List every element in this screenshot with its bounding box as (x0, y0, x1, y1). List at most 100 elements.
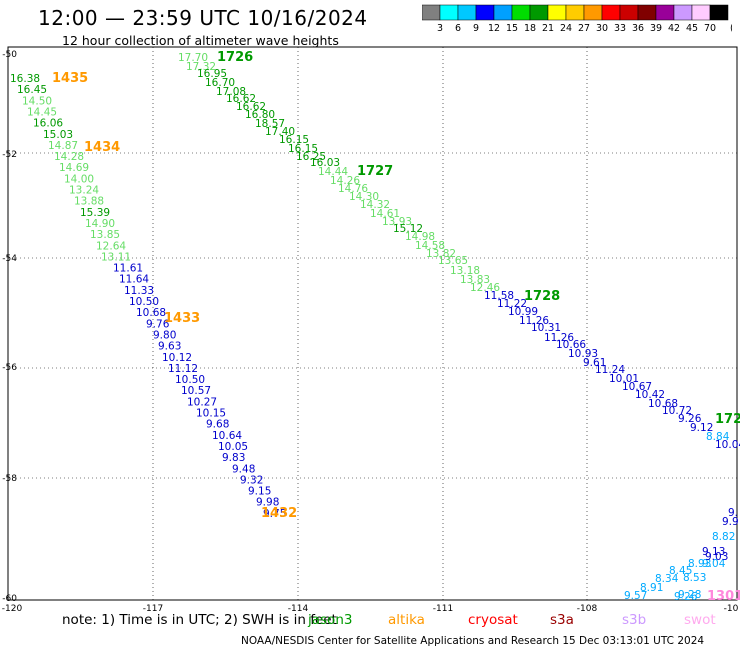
wave-height-value: 9.76 (146, 318, 170, 330)
wave-height-value: 9.03 (705, 551, 728, 563)
wave-height-value: 9.80 (153, 329, 176, 341)
color-scale-tick: 18 (524, 23, 536, 34)
wave-height-value: 8.84 (706, 431, 730, 443)
wave-height-value: 10.50 (129, 296, 159, 308)
color-scale-tick: 36 (632, 23, 644, 34)
latitude-tick-label: -50 (2, 50, 17, 60)
wave-height-value: 9. (728, 507, 738, 519)
color-scale-tick: 42 (668, 23, 680, 34)
wave-height-value: 13.88 (74, 196, 104, 208)
wave-height-value: 14.90 (85, 218, 115, 230)
wave-height-value: 10.57 (181, 385, 211, 397)
longitude-tick-label: -117 (143, 604, 163, 614)
longitude-tick-label: -111 (433, 604, 453, 614)
pass-number-label: 1433 (164, 311, 200, 326)
satellite-legend-jason3: jason3 (308, 612, 353, 628)
wave-height-value: 9.26 (678, 413, 702, 425)
wave-height-value: 12.64 (96, 240, 126, 252)
color-scale-tick: 45 (686, 23, 698, 34)
wave-height-value: 10.27 (187, 396, 217, 408)
wave-height-value: 13.18 (450, 265, 480, 277)
latitude-tick-label: -60 (2, 594, 17, 604)
wave-height-value: 9.61 (583, 357, 606, 369)
wave-height-value: 8.53 (683, 572, 706, 584)
wave-height-value: 8.82 (712, 531, 735, 543)
wave-height-value: 8.91 (640, 582, 663, 594)
pass-number-label: 1728 (524, 289, 560, 304)
wave-height-value: 10.05 (218, 441, 248, 453)
footer-note: note: 1) Time is in UTC; 2) SWH is in fe… (62, 612, 337, 628)
wave-height-value: 9.13 (702, 546, 725, 558)
wave-height-value: 9.68 (206, 419, 229, 431)
color-scale-unit: (ft) (730, 23, 732, 34)
wave-height-value: 16.38 (10, 73, 40, 85)
color-scale-tick: 3 (437, 23, 443, 34)
wave-height-value: 13.65 (438, 255, 468, 267)
wave-height-value: 14.76 (338, 183, 368, 195)
color-scale-tick: 33 (614, 23, 626, 34)
wave-height-value: 16.03 (310, 157, 340, 169)
wave-height-value: 10.66 (556, 339, 586, 351)
wave-height-value: 12.46 (470, 282, 500, 294)
wave-height-value: 10.42 (635, 389, 665, 401)
wave-height-value: 11.26 (519, 315, 549, 327)
pass-number-label: 1435 (52, 71, 88, 86)
wave-height-value: 17.70 (178, 52, 208, 64)
wave-height-value: 10.31 (531, 322, 561, 334)
wave-height-value: 14.32 (360, 199, 390, 211)
wave-height-value: 10.99 (508, 306, 538, 318)
color-scale-tick: 12 (488, 23, 500, 34)
wave-height-value: 8.34 (655, 573, 679, 585)
wave-height-value: 14.58 (415, 240, 445, 252)
satellite-legend-swot: swot (684, 612, 716, 628)
wave-height-value: 9.28 (678, 589, 701, 601)
wave-height-value: 16.25 (296, 151, 326, 163)
longitude-tick-label: -108 (577, 604, 598, 614)
pass-number-label: 1727 (357, 164, 393, 179)
wave-height-value: 13.93 (382, 216, 412, 228)
wave-height-value: 10.68 (136, 307, 166, 319)
color-scale-tick: 39 (650, 23, 662, 34)
wave-height-value: 16.15 (279, 134, 309, 146)
wave-height-value: 16.06 (33, 118, 63, 130)
wave-height-value: 13.11 (101, 251, 131, 263)
pass-number-label: 172 (715, 412, 740, 427)
wave-height-value: 10.64 (212, 430, 242, 442)
page-subtitle: 12 hour collection of altimeter wave hei… (62, 33, 339, 48)
wave-height-value: 10.15 (196, 408, 226, 420)
wave-height-value: 10.67 (622, 381, 652, 393)
wave-height-value: 9.9 (722, 516, 739, 528)
wave-height-value: 15.12 (393, 223, 423, 235)
wave-height-value: 16.80 (245, 109, 275, 121)
wave-height-value: 10.93 (568, 348, 598, 360)
latitude-tick-label: -52 (2, 150, 17, 160)
satellite-legend-s3b: s3b (622, 612, 647, 628)
color-scale-tick: 24 (560, 23, 572, 34)
wave-height-value: 11.24 (595, 364, 625, 376)
longitude-tick-label: -10 (724, 604, 739, 614)
wave-height-value: 10.01 (609, 373, 639, 385)
wave-height-value: 14.44 (318, 166, 348, 178)
wave-height-value: 14.61 (370, 208, 400, 220)
wave-height-value: 8.45 (669, 565, 692, 577)
wave-height-value: 14.00 (64, 173, 94, 185)
wave-height-value: 11.58 (484, 290, 514, 302)
latitude-tick-label: -58 (2, 474, 17, 484)
wave-height-value: 14.26 (330, 175, 360, 187)
wave-height-value: 10.50 (175, 374, 205, 386)
wave-height-value: 11.61 (113, 263, 143, 275)
wave-height-value: 14.45 (27, 106, 57, 118)
wave-height-value: 13.82 (426, 248, 456, 260)
wave-height-value: 18.57 (255, 118, 285, 130)
wave-height-value: 9.98 (256, 497, 279, 509)
wave-height-value: 17.40 (265, 126, 295, 138)
wave-height-value: 9.63 (158, 341, 181, 353)
wave-height-value: 13.24 (69, 185, 99, 197)
wave-height-value: 16.95 (197, 68, 227, 80)
longitude-tick-label: -114 (288, 604, 309, 614)
wave-height-value: 10.72 (662, 405, 692, 417)
wave-height-value: 11.64 (119, 274, 149, 286)
pass-number-label: 1434 (84, 140, 120, 155)
